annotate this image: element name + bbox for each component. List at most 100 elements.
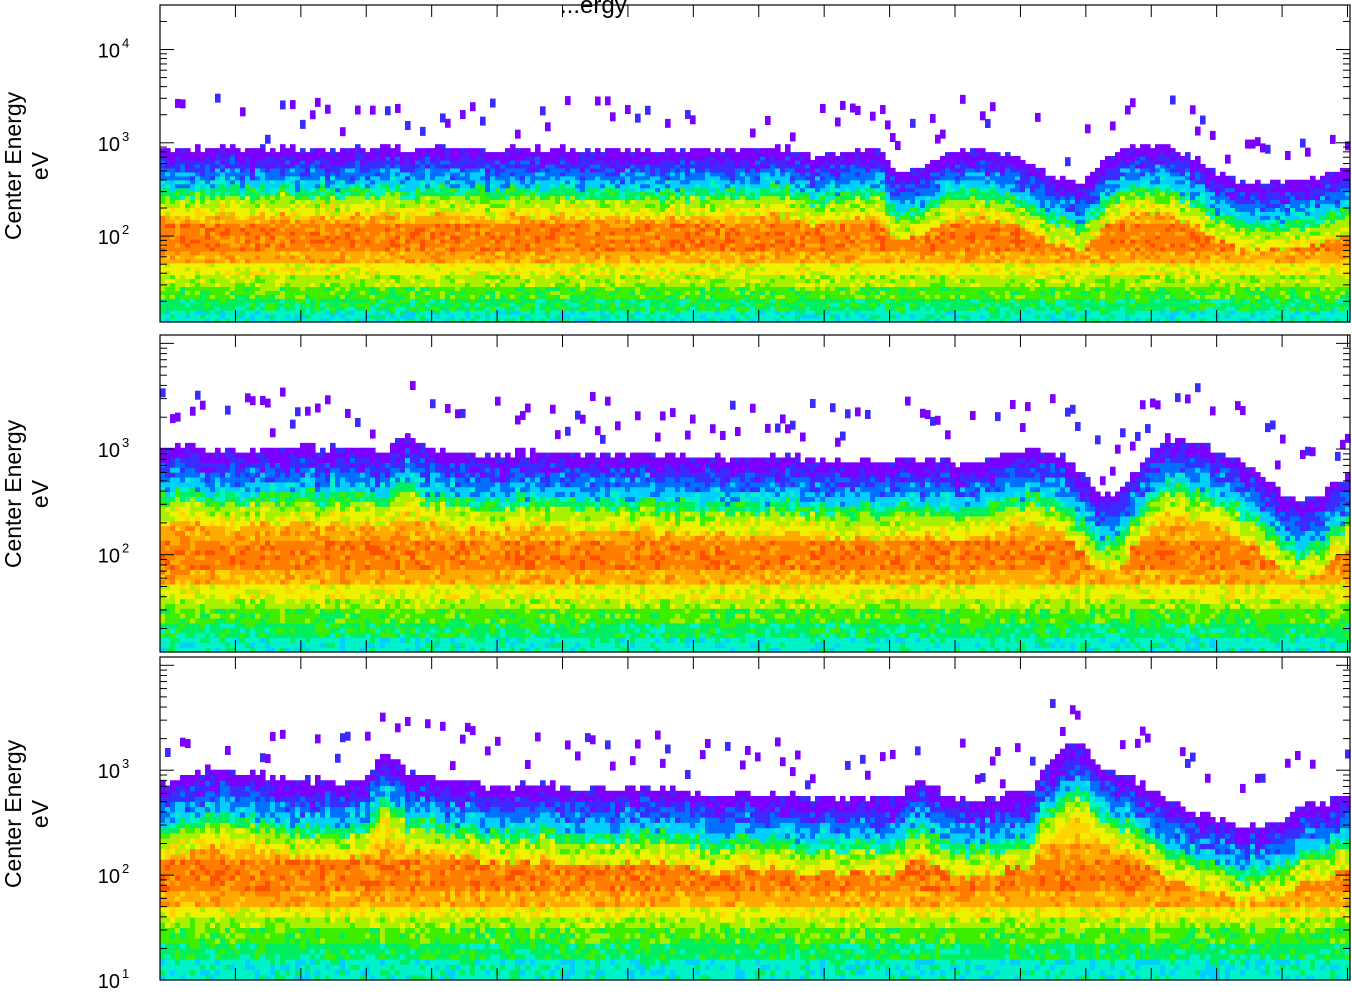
spectrogram-cell <box>545 298 551 303</box>
spectrogram-cell <box>485 294 491 299</box>
spectrogram-cell <box>395 258 401 264</box>
spectrogram-cell <box>330 215 336 220</box>
spectrogram-cell <box>535 156 541 161</box>
spectrogram-cell <box>405 187 411 193</box>
spectrogram-cell <box>705 258 711 264</box>
spectrogram-cell <box>595 266 601 272</box>
spectrogram-cell <box>225 282 231 288</box>
spectrogram-cell <box>315 266 321 272</box>
spectrogram-cell <box>695 270 701 276</box>
spectrogram-cell <box>445 318 451 323</box>
spectrogram-cell <box>440 183 446 189</box>
spectrogram-cell <box>525 294 531 299</box>
spectrogram-cell <box>295 156 301 161</box>
spectrogram-cell <box>190 183 196 189</box>
spectrogram-cell <box>455 298 461 303</box>
spectrogram-cell <box>220 254 226 260</box>
spectrogram-cell <box>680 310 686 315</box>
spectrogram-cell <box>340 258 346 264</box>
spectrogram-cell <box>620 215 626 220</box>
spectrogram-cell <box>715 199 721 205</box>
spectrogram-cell <box>255 302 261 307</box>
spectrogram-cell <box>715 187 721 193</box>
spectrogram-cell <box>205 191 211 197</box>
spectrogram-cell <box>635 163 641 169</box>
spectrogram-cell <box>345 199 351 205</box>
spectrogram-cell <box>550 270 556 276</box>
spectrogram-cell <box>615 239 621 244</box>
spectrogram-cell <box>680 242 686 248</box>
spectrogram-cell <box>500 156 506 161</box>
spectrogram-cell <box>600 258 606 264</box>
spectrogram-cell <box>650 250 656 256</box>
spectrogram-cell <box>680 254 686 260</box>
spectrogram-cell <box>600 152 606 157</box>
spectrogram-cell <box>690 183 696 189</box>
spectrogram-cell <box>605 262 611 268</box>
spectrogram-cell <box>380 199 386 205</box>
spectrogram-cell <box>435 239 441 244</box>
spectrogram-cell <box>295 183 301 189</box>
spectrogram-cell <box>255 175 261 181</box>
spectrogram-cell <box>570 306 576 311</box>
spectrogram-cell <box>240 266 246 272</box>
spectrogram-cell <box>265 266 271 272</box>
spectrogram-cell <box>280 156 286 161</box>
spectrogram-cell <box>600 235 606 240</box>
spectrogram-cell <box>665 235 671 240</box>
spectrogram-cell <box>250 254 256 260</box>
spectrogram-cell <box>200 223 206 228</box>
spectrogram-cell <box>405 159 411 165</box>
spectrogram-cell <box>490 262 496 268</box>
spectrogram-cell <box>700 223 706 228</box>
spectrogram-cell <box>610 171 616 177</box>
spectrogram-cell <box>180 290 186 295</box>
spectrogram-cell <box>390 290 396 295</box>
spectrogram-cell <box>310 191 316 197</box>
spectrogram-cell <box>330 266 336 272</box>
spectrogram-cell <box>500 179 506 185</box>
spectrogram-cell <box>705 148 711 153</box>
spectrogram-cell <box>540 235 546 240</box>
spectrogram-cell <box>315 302 321 307</box>
spectrogram-cell <box>220 282 226 288</box>
spectrogram-cell <box>420 203 426 208</box>
spectrogram-cell <box>455 286 461 291</box>
spectrogram-cell <box>315 152 321 157</box>
spectrogram-cell <box>360 159 366 165</box>
spectrogram-cell <box>685 290 691 295</box>
spectrogram-cell <box>440 223 446 228</box>
spectrogram-cell <box>450 266 456 272</box>
spectrogram-cell <box>335 175 341 181</box>
spectrogram-cell <box>670 207 676 212</box>
spectrogram-cell <box>545 310 551 315</box>
spectrogram-cell <box>265 231 271 236</box>
spectrogram-cell <box>500 302 506 307</box>
spectrogram-cell <box>375 156 381 161</box>
spectrogram-cell <box>265 207 271 212</box>
spectrogram-cell <box>490 223 496 228</box>
spectrogram-cell <box>360 254 366 260</box>
spectrogram-cell <box>175 294 181 299</box>
spectrogram-cell <box>470 246 476 252</box>
spectrogram-cell <box>500 266 506 272</box>
spectrogram-cell <box>710 286 716 291</box>
spectrogram-cell <box>465 167 471 173</box>
spectrogram-cell <box>705 156 711 161</box>
spectrogram-cell <box>310 278 316 284</box>
spectrogram-cell <box>235 274 241 280</box>
spectrogram-cell <box>625 286 631 291</box>
spectrogram-cell <box>525 274 531 280</box>
spectrogram-cell <box>620 156 626 161</box>
spectrogram-cell <box>690 156 696 161</box>
spectrogram-cell <box>385 262 391 268</box>
spectrogram-cell <box>570 231 576 236</box>
spectrogram-cell <box>460 171 466 177</box>
spectrogram-cell <box>700 171 706 177</box>
spectrogram-cell <box>490 298 496 303</box>
spectrogram-cell <box>650 274 656 280</box>
spectrogram-cell <box>350 262 356 268</box>
spectrogram-cell <box>665 310 671 315</box>
spectrogram-cell <box>485 183 491 189</box>
spectrogram-cell <box>380 282 386 288</box>
